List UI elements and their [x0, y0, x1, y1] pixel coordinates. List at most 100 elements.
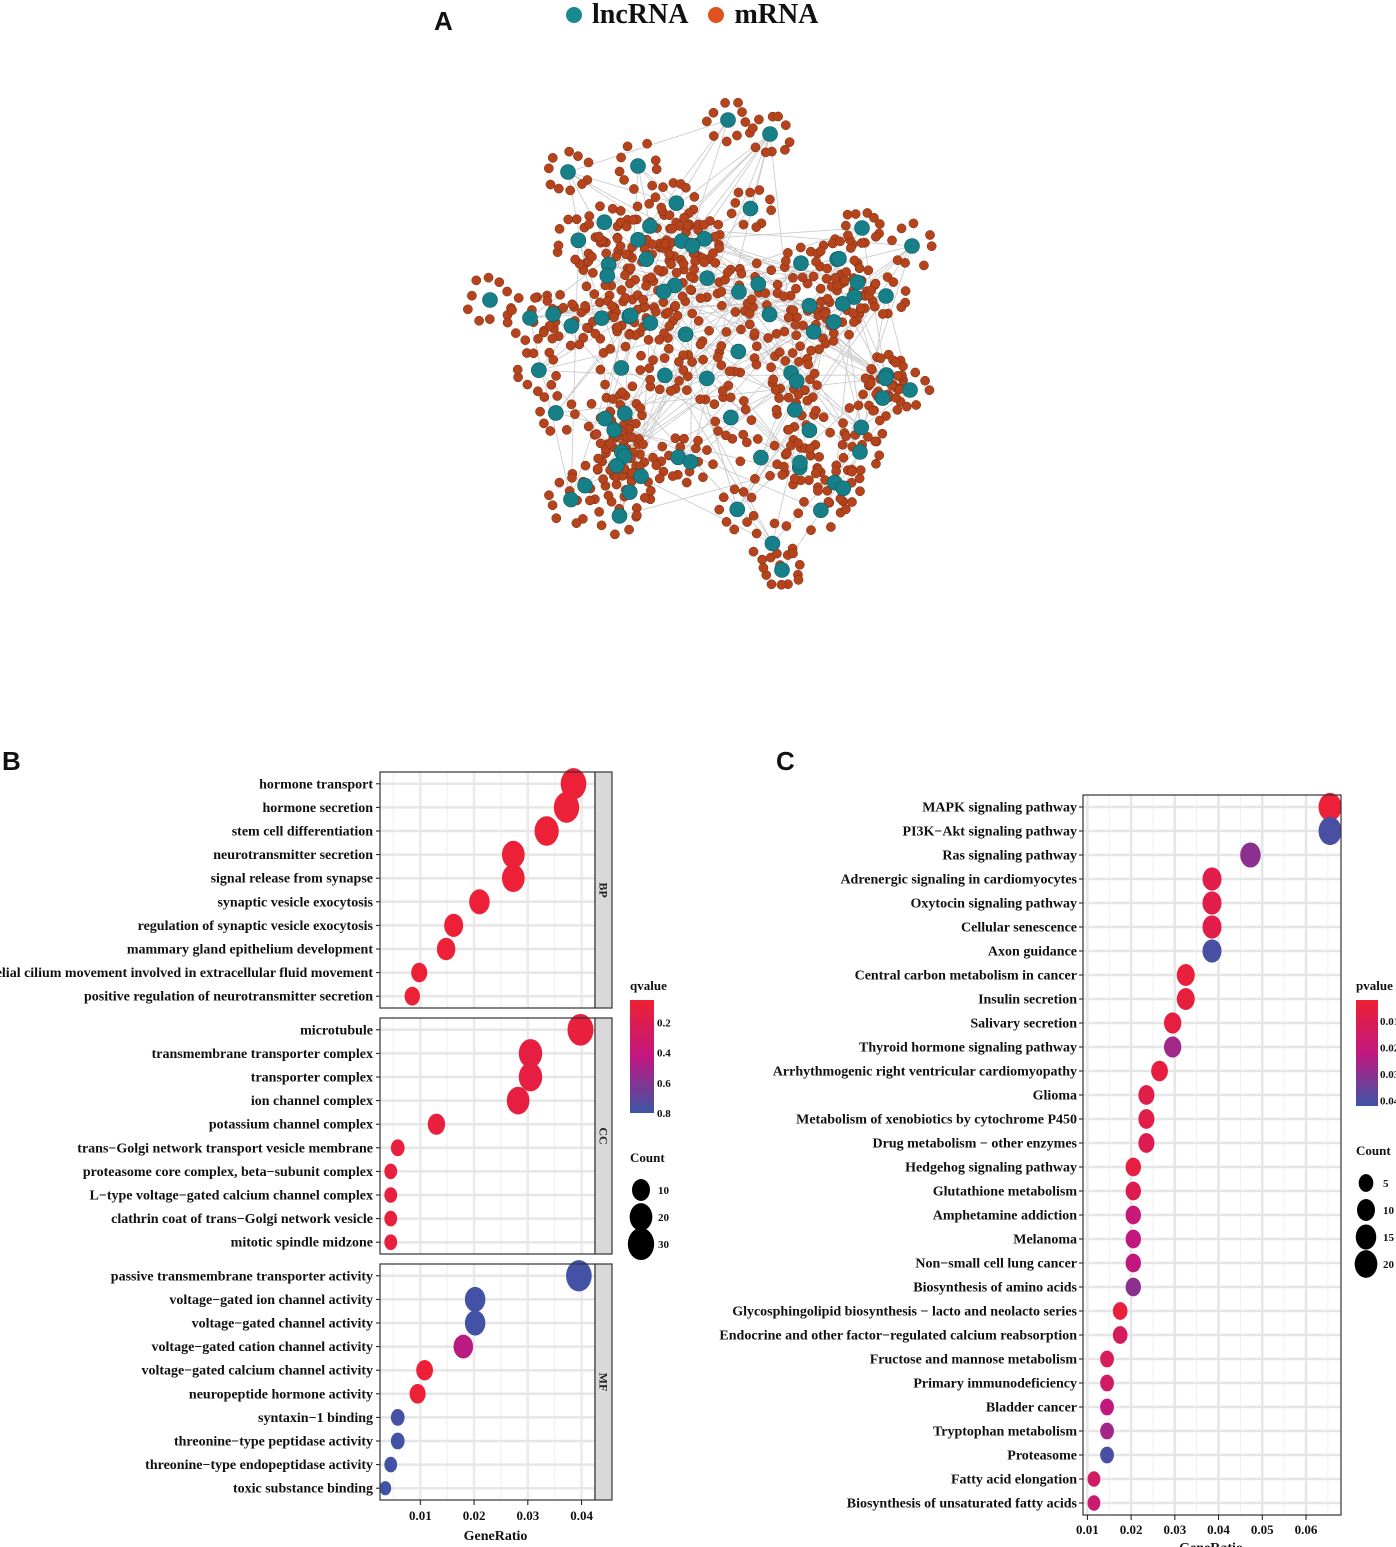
mrna-node [624, 329, 634, 340]
mrna-node [771, 404, 782, 415]
mrna-legend-label: mRNA [734, 0, 819, 30]
mrna-node [721, 327, 732, 337]
mrna-node [573, 151, 583, 161]
x-tick-label: 0.05 [1251, 1522, 1274, 1537]
term-dot [1163, 1036, 1182, 1058]
network-edge [834, 245, 913, 483]
mrna-node [784, 137, 795, 148]
mrna-node [794, 559, 805, 570]
lncrna-legend-dot [566, 7, 582, 23]
mrna-node [554, 477, 565, 488]
mrna-node [746, 294, 757, 305]
term-label: Endocrine and other factor−regulated cal… [719, 1329, 1077, 1344]
lncrna-node [684, 237, 701, 254]
mrna-node [733, 187, 744, 198]
lncrna-node [593, 310, 610, 326]
mrna-node [837, 439, 848, 450]
mrna-node [774, 347, 785, 358]
mrna-node [547, 500, 558, 511]
mrna-node [644, 363, 655, 374]
term-label: transmembrane transporter complex [152, 1047, 373, 1062]
mrna-node [809, 368, 820, 379]
term-label: Hedgehog signaling pathway [905, 1161, 1077, 1176]
mrna-node [738, 429, 749, 440]
term-dot [1138, 1133, 1155, 1153]
legend-title: pvalue [1356, 978, 1393, 993]
mrna-node [681, 477, 692, 488]
mrna-node [638, 439, 648, 450]
mrna-node [666, 259, 676, 270]
mrna-node [555, 289, 565, 300]
facet-strip [594, 771, 613, 1009]
mrna-node [812, 380, 822, 391]
term-label: MAPK signaling pathway [922, 801, 1077, 816]
mrna-node [770, 384, 781, 395]
mrna-node [645, 485, 656, 496]
mrna-node [632, 201, 643, 212]
lncrna-node [677, 326, 694, 343]
term-dot [1318, 792, 1342, 822]
mrna-node [596, 520, 607, 531]
mrna-node [732, 130, 742, 141]
lncrna-node [834, 295, 851, 312]
mrna-node [793, 575, 804, 585]
mrna-node [853, 400, 864, 411]
mrna-node [593, 453, 604, 464]
mrna-node [717, 386, 728, 396]
term-label: voltage−gated channel activity [192, 1317, 373, 1332]
legend-title: Count [630, 1150, 665, 1165]
mrna-node [660, 238, 671, 249]
mrna-node [656, 202, 667, 213]
lncrna-node [831, 250, 847, 267]
mrna-node [611, 251, 622, 262]
mrna-node [926, 241, 937, 252]
term-dot [1125, 1277, 1141, 1297]
term-label: Amphetamine addiction [933, 1209, 1078, 1224]
qvalue-legend: qvalue 0.2 0.4 0.6 0.8 [630, 978, 671, 1120]
mrna-node [624, 524, 634, 535]
mrna-node [765, 194, 775, 205]
term-dot [1112, 1326, 1128, 1344]
term-label: hormone transport [259, 777, 373, 792]
mrna-node [687, 308, 698, 319]
mrna-node [751, 222, 762, 232]
mrna-node [892, 405, 903, 415]
mrna-node [535, 406, 545, 417]
term-dot [436, 937, 456, 961]
mrna-node [888, 277, 899, 287]
mrna-node [748, 510, 759, 521]
term-label: Proteasome [1007, 1449, 1077, 1464]
mrna-node [838, 452, 849, 463]
mrna-node [769, 518, 780, 529]
network-legend: lncRNA mRNA [566, 0, 818, 30]
mrna-node [636, 350, 646, 361]
mrna-node [689, 264, 699, 275]
mrna-node [841, 220, 851, 231]
mrna-node [544, 320, 555, 331]
term-label: Melanoma [1013, 1233, 1077, 1248]
term-dot [1100, 1374, 1114, 1392]
lncrna-node [548, 405, 564, 421]
mrna-node [822, 293, 833, 304]
mrna-node [687, 357, 697, 367]
facet-strip-label: CC [597, 1127, 611, 1144]
mrna-node [605, 438, 615, 449]
mrna-node [754, 114, 764, 125]
mrna-node [612, 322, 623, 333]
mrna-node [802, 395, 813, 406]
mrna-node [583, 157, 594, 168]
mrna-node [553, 240, 564, 251]
mrna-node [671, 267, 682, 278]
mrna-node [647, 180, 658, 191]
network-edge [637, 165, 651, 227]
mrna-node [729, 524, 740, 535]
mrna-node [735, 456, 746, 467]
mrna-node [587, 251, 597, 262]
legend-tick: 15 [1383, 1232, 1395, 1244]
lncrna-node [854, 220, 870, 236]
mrna-node [890, 357, 901, 368]
lncrna-node [642, 315, 659, 331]
term-label: trans−Golgi network transport vesicle me… [77, 1141, 373, 1156]
term-dot [390, 1409, 405, 1426]
mrna-node [620, 270, 630, 281]
